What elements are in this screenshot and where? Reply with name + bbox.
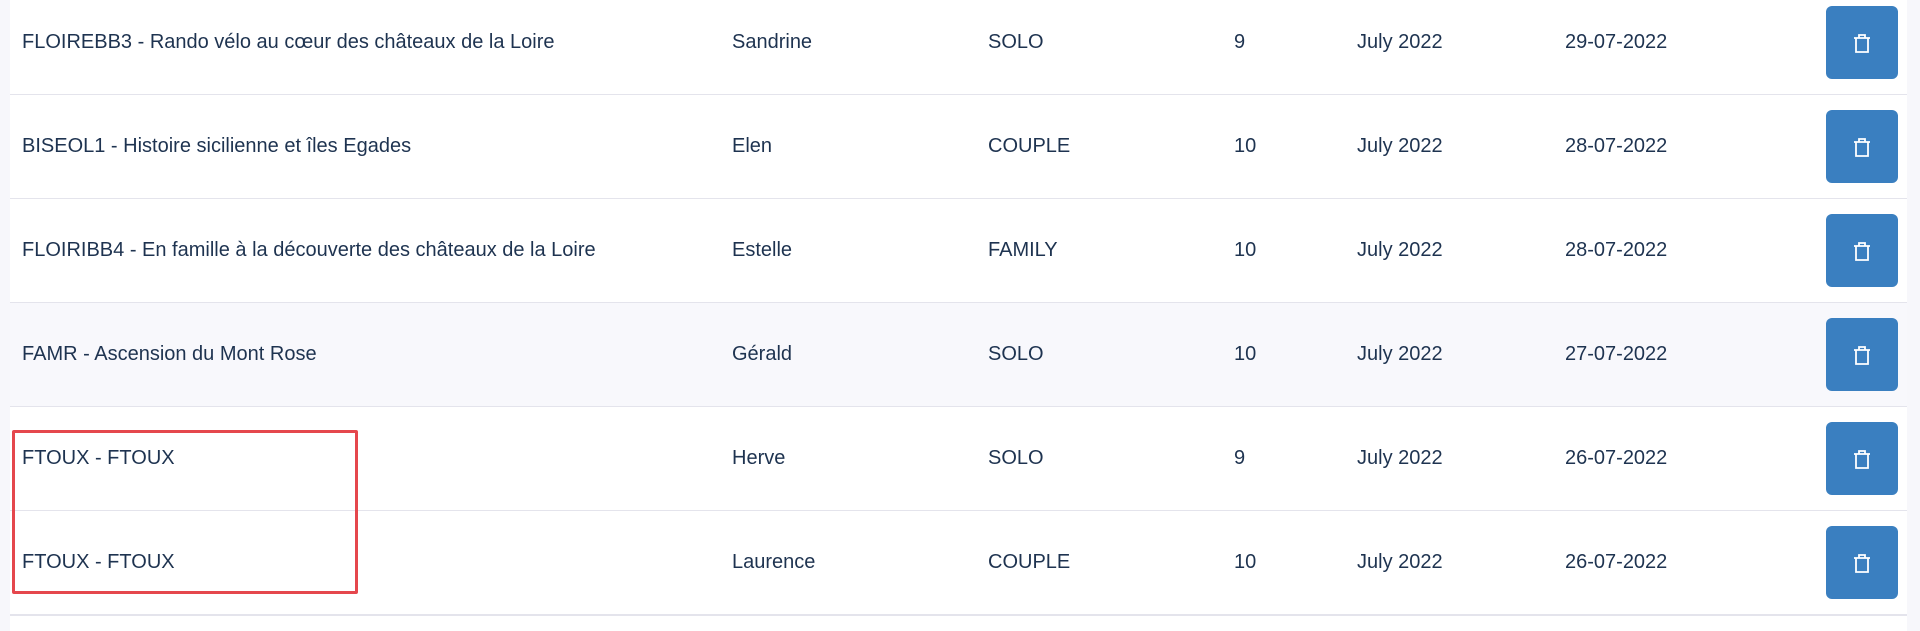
delete-button[interactable] [1826, 6, 1898, 79]
date-cell: 28-07-2022 [1565, 135, 1668, 157]
first-name-cell: Herve [732, 447, 786, 469]
date-cell: 26-07-2022 [1565, 447, 1668, 469]
date-cell: 29-07-2022 [1565, 31, 1668, 53]
month-cell: July 2022 [1357, 135, 1443, 157]
table-row: FLOIRIBB4 - En famille à la découverte d… [10, 199, 1907, 304]
first-name-cell: Sandrine [732, 31, 813, 53]
trash-icon [1854, 553, 1870, 573]
month-cell: July 2022 [1357, 447, 1443, 469]
date-cell: 27-07-2022 [1565, 343, 1668, 365]
trash-icon [1854, 345, 1870, 365]
first-name-cell: Elen [732, 135, 773, 157]
count-cell: 10 [1234, 343, 1257, 365]
first-name-cell: Estelle [732, 239, 793, 261]
delete-button[interactable] [1826, 526, 1898, 599]
trash-icon [1854, 449, 1870, 469]
count-cell: 10 [1234, 551, 1257, 573]
trip-name-cell: FLOIREBB3 - Rando vélo au cœur des châte… [22, 31, 555, 53]
first-name-cell: Gérald [732, 343, 793, 365]
type-cell: SOLO [988, 343, 1044, 365]
count-cell: 10 [1234, 135, 1257, 157]
trip-name-cell: BISEOL1 - Histoire sicilienne et îles Eg… [22, 135, 412, 157]
month-cell: July 2022 [1357, 239, 1443, 261]
trash-icon [1854, 33, 1870, 53]
type-cell: COUPLE [988, 135, 1071, 157]
delete-button[interactable] [1826, 422, 1898, 495]
type-cell: SOLO [988, 31, 1044, 53]
table-row: BISEOL1 - Histoire sicilienne et îles Eg… [10, 95, 1907, 200]
first-name-cell: Laurence [732, 551, 816, 573]
count-cell: 10 [1234, 239, 1257, 261]
bookings-table: FLOIREBB3 - Rando vélo au cœur des châte… [10, 0, 1907, 631]
count-cell: 9 [1234, 447, 1246, 469]
count-cell: 9 [1234, 31, 1246, 53]
trash-icon [1854, 241, 1870, 261]
month-cell: July 2022 [1357, 343, 1443, 365]
delete-button[interactable] [1826, 214, 1898, 287]
delete-button[interactable] [1826, 318, 1898, 391]
trip-name-cell: FLOIRIBB4 - En famille à la découverte d… [22, 239, 596, 261]
month-cell: July 2022 [1357, 31, 1443, 53]
table-row: FTOUX - FTOUX Herve SOLO 9 July 2022 26-… [10, 407, 1907, 512]
table-row: FTOUX - FTOUX Laurence COUPLE 10 July 20… [10, 511, 1907, 616]
month-cell: July 2022 [1357, 551, 1443, 573]
trash-icon [1854, 137, 1870, 157]
trip-name-cell: FTOUX - FTOUX [22, 551, 175, 573]
delete-button[interactable] [1826, 110, 1898, 183]
date-cell: 28-07-2022 [1565, 239, 1668, 261]
date-cell: 26-07-2022 [1565, 551, 1668, 573]
type-cell: COUPLE [988, 551, 1071, 573]
table-row: FAMR - Ascension du Mont Rose Gérald SOL… [10, 303, 1907, 408]
type-cell: FAMILY [988, 239, 1058, 261]
trip-name-cell: FTOUX - FTOUX [22, 447, 175, 469]
trip-name-cell: FAMR - Ascension du Mont Rose [22, 343, 317, 365]
table-row: FLOIREBB3 - Rando vélo au cœur des châte… [10, 0, 1907, 96]
type-cell: SOLO [988, 447, 1044, 469]
